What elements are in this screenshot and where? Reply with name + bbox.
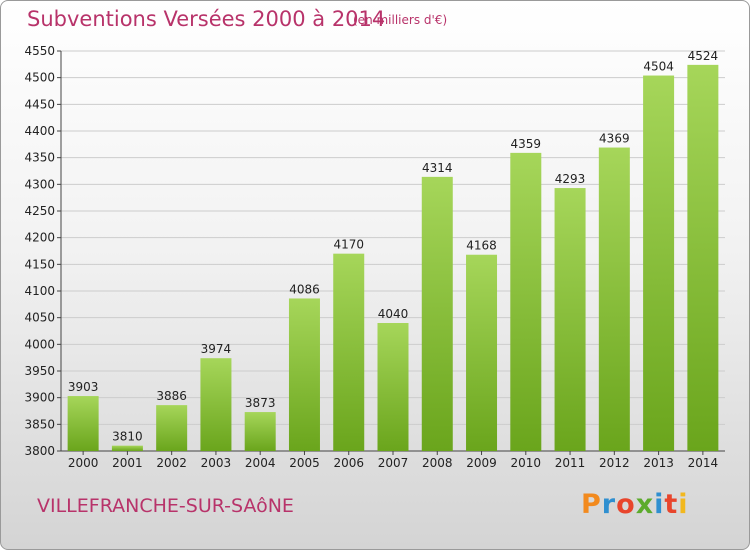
x-tick-label: 2004 [245, 456, 276, 470]
bar-2004 [244, 412, 276, 451]
y-tick-label: 3800 [24, 444, 55, 458]
y-tick-label: 4500 [24, 71, 55, 85]
data-label-2000: 3903 [68, 380, 99, 394]
bar-2008 [421, 176, 453, 451]
data-label-2011: 4293 [555, 172, 586, 186]
chart-title: Subventions Versées 2000 à 2014 [27, 7, 386, 31]
y-tick-label: 4150 [24, 257, 55, 271]
data-label-2007: 4040 [378, 307, 409, 321]
y-tick-label: 4200 [24, 231, 55, 245]
x-tick-label: 2008 [422, 456, 453, 470]
bar-2010 [510, 152, 542, 451]
chart-subtitle: (en milliers d'€) [353, 13, 448, 27]
data-label-2012: 4369 [599, 132, 630, 146]
bars [67, 64, 719, 452]
y-tick-label: 4100 [24, 284, 55, 298]
data-labels: 3903 3810 3886 3974 3873 4086 4170 4040 4314 4168… [68, 49, 718, 444]
bar-2003 [200, 358, 232, 451]
bar-2009 [466, 254, 498, 451]
data-label-2010: 4359 [511, 137, 542, 151]
x-tick-label: 2012 [599, 456, 630, 470]
bar-2000 [67, 396, 99, 451]
x-tick-label: 2014 [688, 456, 719, 470]
y-tick-label: 4000 [24, 337, 55, 351]
bar-2001 [111, 445, 143, 451]
y-tick-label: 3900 [24, 391, 55, 405]
bar-2013 [643, 75, 675, 452]
bar-2002 [156, 405, 188, 451]
logo-letter: o [616, 489, 636, 520]
logo-letter: i [678, 489, 689, 520]
logo-letter: i [654, 489, 665, 520]
x-tick-label: 2005 [289, 456, 320, 470]
x-tick-label: 2001 [112, 456, 143, 470]
x-tick-label: 2000 [68, 456, 99, 470]
x-tick-label: 2006 [333, 456, 364, 470]
data-label-2009: 4168 [466, 239, 497, 253]
axes: 3800 3850 3900 3950 4000 4050 4100 4150 4200 4250… [24, 44, 725, 470]
data-label-2014: 4524 [688, 49, 719, 63]
y-tick-label: 4250 [24, 204, 55, 218]
x-tick-label: 2007 [378, 456, 409, 470]
x-tick-label: 2009 [466, 456, 497, 470]
bar-2005 [288, 298, 320, 451]
x-tick-label: 2003 [201, 456, 232, 470]
y-tick-label: 4400 [24, 124, 55, 138]
y-tick-label: 3950 [24, 364, 55, 378]
data-label-2005: 4086 [289, 282, 320, 296]
data-label-2002: 3886 [156, 389, 187, 403]
y-tick-label: 4300 [24, 177, 55, 191]
bar-2007 [377, 323, 409, 451]
data-label-2013: 4504 [643, 60, 674, 74]
data-label-2003: 3974 [201, 342, 232, 356]
y-tick-label: 4350 [24, 151, 55, 165]
logo-letter: P [581, 489, 602, 520]
y-tick-label: 3850 [24, 417, 55, 431]
data-label-2008: 4314 [422, 161, 453, 175]
data-label-2001: 3810 [112, 430, 143, 444]
bar-2014 [687, 64, 719, 451]
city-name: VILLEFRANCHE-SUR-SAôNE [37, 495, 294, 517]
data-label-2006: 4170 [333, 238, 364, 252]
y-tick-label: 4050 [24, 311, 55, 325]
y-tick-label: 4450 [24, 97, 55, 111]
x-tick-label: 2002 [156, 456, 187, 470]
y-tick-label: 4550 [24, 44, 55, 58]
x-tick-label: 2013 [643, 456, 674, 470]
bar-2011 [554, 188, 586, 452]
bar-2012 [598, 147, 630, 452]
proxiti-logo[interactable]: Proxiti [581, 489, 689, 520]
bar-2006 [333, 253, 365, 451]
logo-letter: t [664, 489, 679, 520]
logo-letter: r [601, 489, 617, 520]
data-label-2004: 3873 [245, 396, 276, 410]
logo-letter: x [635, 489, 655, 520]
x-tick-label: 2011 [555, 456, 586, 470]
x-tick-label: 2010 [511, 456, 542, 470]
